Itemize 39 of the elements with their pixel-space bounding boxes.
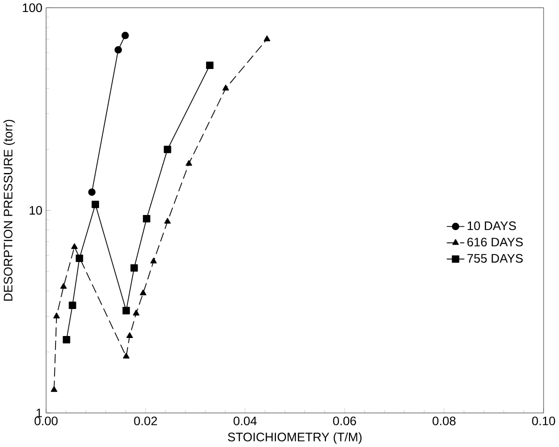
x-tick-label: 0.06 <box>333 416 356 426</box>
point <box>150 258 157 264</box>
x-tick-label: 0.04 <box>234 416 257 426</box>
y-tick-label: 10 <box>30 206 42 215</box>
y-axis-title: DESORPTION PRESSURE (torr) <box>3 120 15 301</box>
legend-label: 10 DAYS <box>468 221 516 230</box>
point <box>126 332 133 338</box>
point <box>206 62 214 69</box>
point <box>68 301 76 309</box>
point <box>53 312 60 318</box>
point <box>76 254 84 262</box>
point <box>50 386 58 392</box>
point <box>122 32 129 40</box>
point <box>71 243 78 249</box>
legend-label: 616 DAYS <box>467 238 523 246</box>
y-tick-label: 1 <box>36 408 42 418</box>
x-tick-label: 0.10 <box>532 416 556 426</box>
point <box>88 188 96 196</box>
point <box>140 289 146 296</box>
legend-label: 755 DAYS <box>467 254 523 263</box>
point <box>164 218 171 224</box>
point <box>62 336 70 344</box>
point <box>132 310 140 316</box>
point <box>186 160 192 166</box>
point <box>164 146 172 153</box>
point <box>142 214 150 222</box>
point <box>114 46 122 54</box>
point <box>264 35 270 42</box>
x-axis-title: STOICHIOMETRY (T/M) <box>228 432 362 444</box>
x-tick-label: 0.00 <box>34 416 58 426</box>
point <box>122 352 130 358</box>
y-tick-label: 100 <box>22 3 42 12</box>
point <box>130 264 138 272</box>
x-tick-label: 0.08 <box>432 416 456 426</box>
point <box>92 200 100 208</box>
point <box>122 306 130 314</box>
point <box>222 84 229 90</box>
point <box>60 282 67 289</box>
x-tick-label: 0.02 <box>134 416 157 426</box>
